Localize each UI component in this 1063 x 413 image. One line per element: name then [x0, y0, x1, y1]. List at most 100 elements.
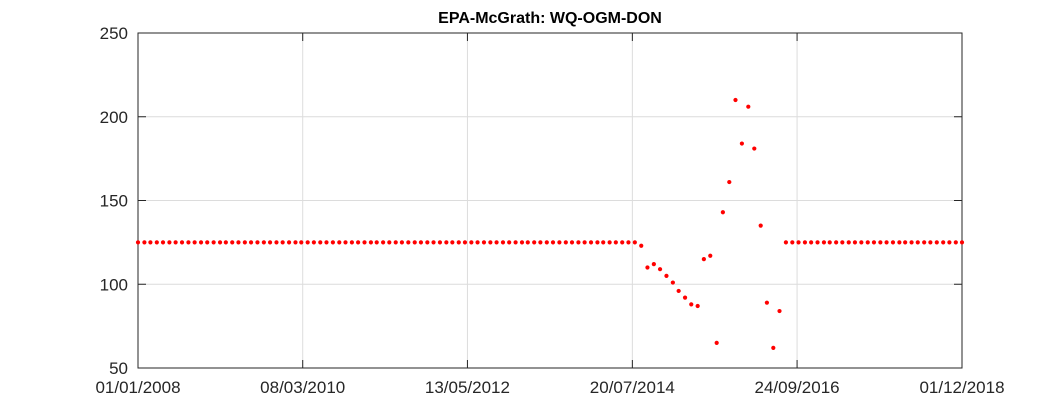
- data-point: [488, 240, 493, 245]
- data-point: [513, 240, 518, 245]
- data-point: [406, 240, 411, 245]
- data-point: [223, 240, 228, 245]
- data-point: [387, 240, 392, 245]
- data-point: [481, 240, 487, 245]
- data-point: [205, 240, 210, 245]
- data-point: [746, 104, 751, 109]
- data-point: [809, 240, 814, 245]
- data-point: [475, 240, 480, 245]
- data-point: [727, 179, 732, 185]
- data-point: [135, 240, 141, 245]
- data-point: [569, 240, 575, 245]
- data-point: [293, 240, 298, 245]
- data-point: [840, 240, 845, 245]
- y-tick-label: 150: [100, 192, 128, 211]
- data-point: [437, 240, 443, 245]
- data-point: [689, 302, 694, 307]
- data-point: [399, 240, 405, 245]
- data-point: [450, 240, 455, 245]
- data-point: [500, 240, 506, 245]
- data-point: [362, 240, 367, 245]
- data-point: [494, 240, 499, 245]
- data-point: [664, 273, 669, 278]
- data-point: [418, 240, 424, 245]
- data-point: [620, 240, 625, 245]
- data-points: [135, 97, 965, 350]
- data-point: [563, 240, 568, 245]
- x-tick-label: 01/12/2018: [919, 378, 1004, 397]
- data-point: [846, 240, 851, 245]
- data-point: [274, 240, 279, 245]
- data-point: [186, 240, 191, 245]
- data-point: [676, 288, 681, 294]
- data-point: [236, 240, 241, 245]
- data-point: [444, 240, 449, 245]
- x-tick-label: 08/03/2010: [260, 378, 345, 397]
- data-point: [393, 240, 398, 245]
- axis-ticks: 01/01/2008 08/03/2010 13/05/2012 20/07/2014…: [95, 24, 1004, 397]
- data-point: [859, 240, 864, 245]
- y-tick-label: 100: [100, 275, 128, 294]
- data-point: [557, 240, 562, 245]
- data-point: [764, 300, 770, 305]
- data-point: [198, 240, 204, 245]
- data-point: [173, 240, 178, 245]
- data-point: [299, 240, 304, 245]
- data-point: [462, 240, 468, 245]
- data-point: [160, 240, 166, 245]
- data-point: [613, 240, 618, 245]
- data-point: [821, 240, 827, 245]
- data-point: [752, 146, 757, 151]
- data-point: [758, 223, 763, 228]
- data-point: [884, 240, 889, 245]
- data-point: [431, 240, 436, 245]
- data-point: [267, 240, 273, 245]
- data-point: [632, 240, 637, 245]
- data-point: [796, 240, 801, 245]
- data-point: [708, 253, 713, 258]
- y-tick-label: 50: [109, 359, 128, 378]
- data-point: [922, 240, 927, 245]
- data-point: [230, 240, 235, 245]
- x-tick-label: 20/07/2014: [590, 378, 675, 397]
- data-point: [720, 210, 725, 215]
- data-point: [897, 240, 902, 245]
- data-point: [915, 240, 920, 245]
- data-point: [456, 240, 461, 245]
- data-point: [651, 262, 656, 267]
- data-point: [280, 240, 285, 245]
- data-point: [802, 240, 808, 245]
- data-point: [947, 240, 952, 245]
- data-point: [242, 240, 247, 245]
- data-point: [192, 240, 197, 245]
- x-tick-label: 13/05/2012: [425, 378, 510, 397]
- data-point: [154, 240, 159, 245]
- data-point: [777, 308, 782, 314]
- data-point: [588, 240, 594, 245]
- data-point: [550, 240, 556, 245]
- data-point: [909, 240, 914, 245]
- y-tick-label: 200: [100, 108, 128, 127]
- data-point: [519, 240, 525, 245]
- data-point: [714, 340, 719, 345]
- data-point: [834, 240, 839, 245]
- data-point: [311, 240, 316, 245]
- x-tick-label: 24/09/2016: [755, 378, 840, 397]
- data-point: [286, 240, 292, 245]
- chart-title: EPA-McGrath: WQ-OGM-DON: [438, 10, 662, 27]
- data-point: [827, 240, 832, 245]
- data-point: [934, 240, 939, 245]
- data-point: [928, 240, 933, 245]
- x-tick-label: 01/01/2008: [95, 378, 180, 397]
- data-point: [903, 240, 908, 245]
- data-point: [248, 240, 254, 245]
- data-point: [871, 240, 877, 245]
- data-point: [639, 243, 644, 248]
- data-point: [815, 240, 820, 245]
- data-point: [469, 240, 474, 245]
- data-point: [507, 240, 512, 245]
- data-point: [167, 240, 172, 245]
- data-point: [374, 240, 379, 245]
- data-point: [607, 240, 612, 245]
